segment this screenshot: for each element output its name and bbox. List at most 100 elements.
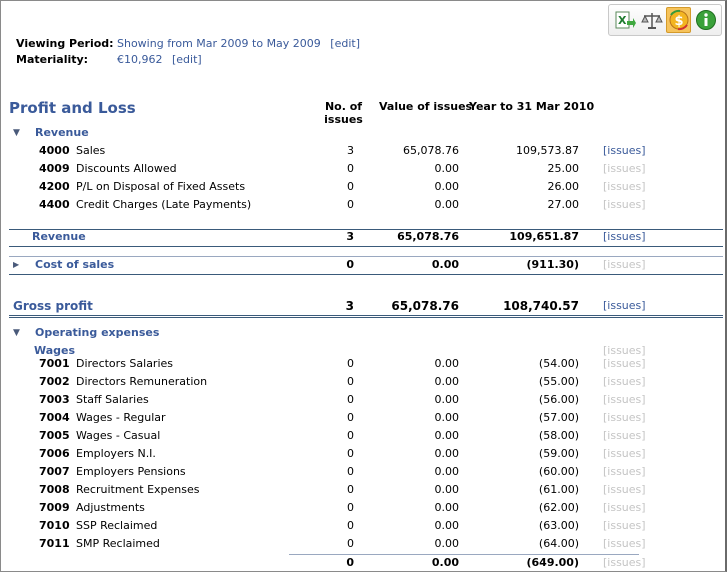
issues-link-disabled: [issues]	[603, 162, 646, 175]
ytd-value: (58.00)	[538, 429, 579, 442]
divider	[9, 256, 723, 257]
issues-value: 0.00	[434, 483, 460, 496]
account-code: 7004	[39, 411, 70, 424]
wages-group-label: Wages	[34, 344, 76, 357]
divider	[9, 274, 723, 275]
table-row: 7008 Recruitment Expenses 0 0.00 (61.00)…	[1, 481, 725, 499]
report-title: Profit and Loss	[9, 99, 136, 117]
account-name: Staff Salaries	[76, 393, 149, 406]
account-code: 7008	[39, 483, 70, 496]
gross-profit-row: Gross profit 3 65,078.76 108,740.57 [iss…	[1, 297, 725, 315]
svg-text:X: X	[618, 14, 627, 27]
issues-count: 0	[347, 501, 354, 514]
wages-group-row: Wages [issues]	[1, 342, 725, 360]
table-row: 7005 Wages - Casual 0 0.00 (58.00) [issu…	[1, 427, 725, 445]
revenue-total-label: Revenue	[32, 230, 86, 243]
ytd-value: 27.00	[547, 198, 580, 211]
viewing-period-value: Showing from Mar 2009 to May 2009	[117, 37, 321, 50]
issues-value: 0.00	[434, 393, 460, 406]
issues-value: 0.00	[434, 465, 460, 478]
account-code: 4400	[39, 198, 70, 211]
ytd-value: (911.30)	[526, 258, 579, 271]
issues-link-disabled: [issues]	[603, 483, 646, 496]
divider	[9, 246, 723, 247]
issues-link-disabled: [issues]	[603, 537, 646, 550]
collapse-triangle-icon[interactable]: ▼	[13, 128, 20, 138]
issues-link-disabled: [issues]	[603, 429, 646, 442]
report-toolbar: X $	[608, 4, 722, 36]
table-row: 7010 SSP Reclaimed 0 0.00 (63.00) [issue…	[1, 517, 725, 535]
issues-link-disabled: [issues]	[603, 465, 646, 478]
issues-link-disabled: [issues]	[603, 411, 646, 424]
issues-value: 65,078.76	[391, 299, 459, 313]
issues-link[interactable]: [issues]	[603, 144, 646, 157]
currency-refresh-button[interactable]: $	[666, 7, 691, 33]
revenue-total-row: Revenue 3 65,078.76 109,651.87 [issues]	[1, 228, 725, 246]
table-row: 4000 Sales 3 65,078.76 109,573.87 [issue…	[1, 142, 725, 160]
issues-count: 0	[347, 375, 354, 388]
issues-link-disabled: [issues]	[603, 501, 646, 514]
account-name: Recruitment Expenses	[76, 483, 200, 496]
issues-count: 0	[347, 519, 354, 532]
revenue-section-header[interactable]: ▼ Revenue	[1, 124, 725, 142]
table-row: 7002 Directors Remuneration 0 0.00 (55.0…	[1, 373, 725, 391]
ytd-value: (649.00)	[526, 556, 579, 569]
ytd-value: (57.00)	[538, 411, 579, 424]
issues-count: 3	[347, 144, 354, 157]
divider	[289, 554, 639, 555]
table-row: 7007 Employers Pensions 0 0.00 (60.00) […	[1, 463, 725, 481]
divider	[9, 317, 723, 318]
table-row: 4009 Discounts Allowed 0 0.00 25.00 [iss…	[1, 160, 725, 178]
account-code: 7009	[39, 501, 70, 514]
collapse-triangle-icon[interactable]: ▼	[13, 328, 20, 338]
account-code: 7003	[39, 393, 70, 406]
issues-link-disabled: [issues]	[603, 344, 646, 357]
info-button[interactable]	[693, 7, 718, 33]
viewing-period-edit-link[interactable]: [edit]	[330, 37, 360, 50]
materiality-value: €10,962	[117, 53, 163, 66]
ytd-value: (60.00)	[538, 465, 579, 478]
issues-link[interactable]: [issues]	[603, 230, 646, 243]
issues-value: 0.00	[434, 162, 460, 175]
ytd-value: (55.00)	[538, 375, 579, 388]
viewing-period-row: Viewing Period: Showing from Mar 2009 to…	[16, 36, 360, 52]
cost-of-sales-row[interactable]: ▶ Cost of sales	[1, 256, 725, 274]
ytd-value: (56.00)	[538, 393, 579, 406]
operating-expenses-section-header[interactable]: ▼ Operating expenses	[1, 324, 725, 342]
issues-count: 0	[347, 537, 354, 550]
ytd-value: (59.00)	[538, 447, 579, 460]
issues-count: 0	[347, 162, 354, 175]
account-code: 7010	[39, 519, 70, 532]
ytd-value: 26.00	[547, 180, 580, 193]
excel-export-button[interactable]: X	[612, 7, 637, 33]
report-meta: Viewing Period: Showing from Mar 2009 to…	[16, 36, 360, 68]
table-row: 7011 SMP Reclaimed 0 0.00 (64.00) [issue…	[1, 535, 725, 553]
issues-value: 65,078.76	[403, 144, 459, 157]
account-code: 4000	[39, 144, 70, 157]
account-code: 7002	[39, 375, 70, 388]
materiality-edit-link[interactable]: [edit]	[172, 53, 202, 66]
issues-link-disabled: [issues]	[603, 556, 646, 569]
account-name: SMP Reclaimed	[76, 537, 160, 550]
cost-of-sales-values: 0 0.00 (911.30) [issues]	[1, 256, 725, 274]
issues-value: 0.00	[434, 501, 460, 514]
materiality-scales-button[interactable]	[639, 7, 664, 33]
issues-value: 0.00	[434, 180, 460, 193]
issues-value: 0.00	[431, 556, 459, 569]
table-row: 7003 Staff Salaries 0 0.00 (56.00) [issu…	[1, 391, 725, 409]
account-name: Credit Charges (Late Payments)	[76, 198, 252, 211]
column-header-issues: No. of issues	[324, 100, 363, 126]
issues-count: 0	[347, 180, 354, 193]
issues-link-disabled: [issues]	[603, 258, 646, 271]
issues-link-disabled: [issues]	[603, 447, 646, 460]
account-code: 4200	[39, 180, 70, 193]
expand-triangle-icon[interactable]: ▶	[13, 260, 20, 269]
issues-count: 0	[347, 447, 354, 460]
info-icon	[695, 10, 716, 30]
account-name: SSP Reclaimed	[76, 519, 158, 532]
issues-link[interactable]: [issues]	[603, 299, 646, 312]
issues-count: 0	[347, 465, 354, 478]
account-name: Employers Pensions	[76, 465, 186, 478]
issues-value: 0.00	[434, 519, 460, 532]
issues-link-disabled: [issues]	[603, 357, 646, 370]
